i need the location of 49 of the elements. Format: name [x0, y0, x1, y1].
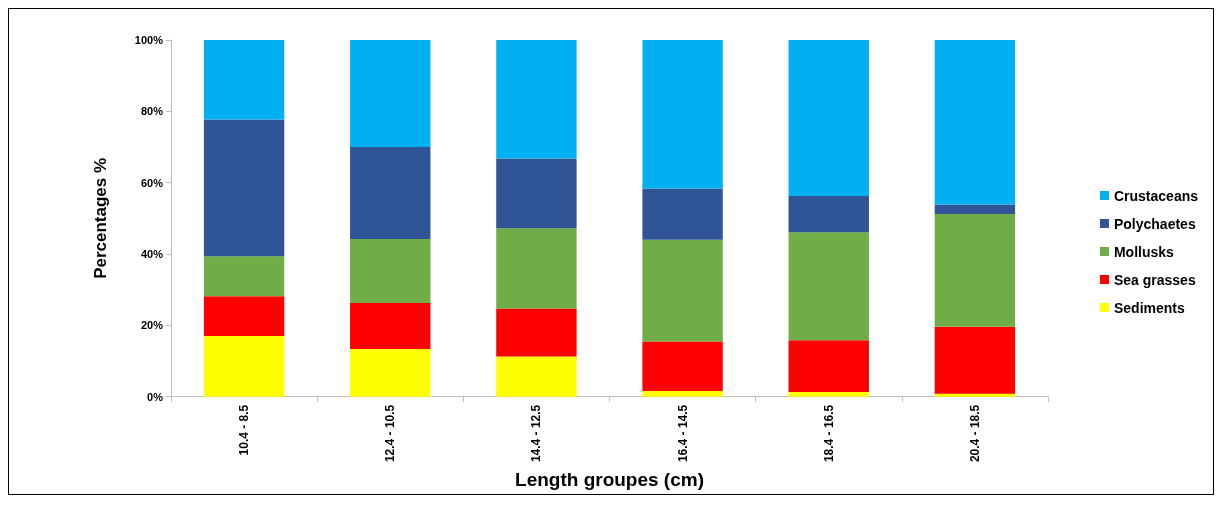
y-tick-label: 100%: [134, 34, 164, 46]
x-tick-label: 16.4 - 14.5: [675, 404, 690, 463]
bar: [203, 119, 285, 257]
bar: [642, 239, 723, 342]
bar: [350, 239, 431, 303]
y-tick-label: 80%: [140, 105, 164, 118]
legend-label: Sediments: [1113, 299, 1185, 316]
bar: [350, 302, 431, 349]
bar: [203, 336, 285, 397]
bar: [934, 393, 1016, 397]
y-tick-label: 20%: [140, 319, 164, 332]
bar: [934, 326, 1016, 394]
legend-label: Polychaetes: [1113, 215, 1196, 232]
x-tick-label: 10.4 - 8.5: [237, 404, 252, 456]
y-tick-label: 60%: [140, 176, 164, 189]
legend-label: Crustaceans: [1113, 187, 1199, 204]
legend-label: Sea grasses: [1113, 271, 1196, 288]
x-tick-label: 12.4 - 10.5: [383, 404, 398, 463]
bar: [642, 341, 723, 392]
bar: [496, 356, 577, 397]
bar: [934, 204, 1016, 215]
bar: [496, 40, 577, 159]
bar: [350, 348, 431, 397]
bar: [642, 40, 723, 189]
bar: [642, 391, 723, 397]
bar: [788, 40, 869, 196]
bar: [496, 308, 577, 357]
y-axis-title: Percentages %: [91, 157, 110, 279]
bar: [496, 228, 577, 309]
bar: [203, 296, 285, 337]
bar: [203, 256, 285, 297]
bar: [788, 232, 869, 341]
x-axis-title: Length groupes (cm): [515, 469, 704, 490]
x-tick-label: 18.4 - 16.5: [821, 404, 836, 463]
bar: [788, 340, 869, 393]
bar: [934, 214, 1016, 327]
bar: [788, 392, 869, 397]
bar: [350, 147, 431, 240]
y-tick-label: 0%: [147, 390, 164, 403]
y-tick-label: 40%: [140, 248, 164, 261]
bar: [350, 40, 431, 148]
bar: [788, 195, 869, 233]
bar: [934, 40, 1016, 205]
legend-label: Mollusks: [1113, 243, 1175, 260]
x-tick-label: 20.4 - 18.5: [967, 404, 982, 463]
x-tick-label: 14.4 - 12.5: [529, 404, 544, 463]
bar: [496, 158, 577, 229]
bar: [203, 40, 285, 120]
bar: [642, 188, 723, 240]
